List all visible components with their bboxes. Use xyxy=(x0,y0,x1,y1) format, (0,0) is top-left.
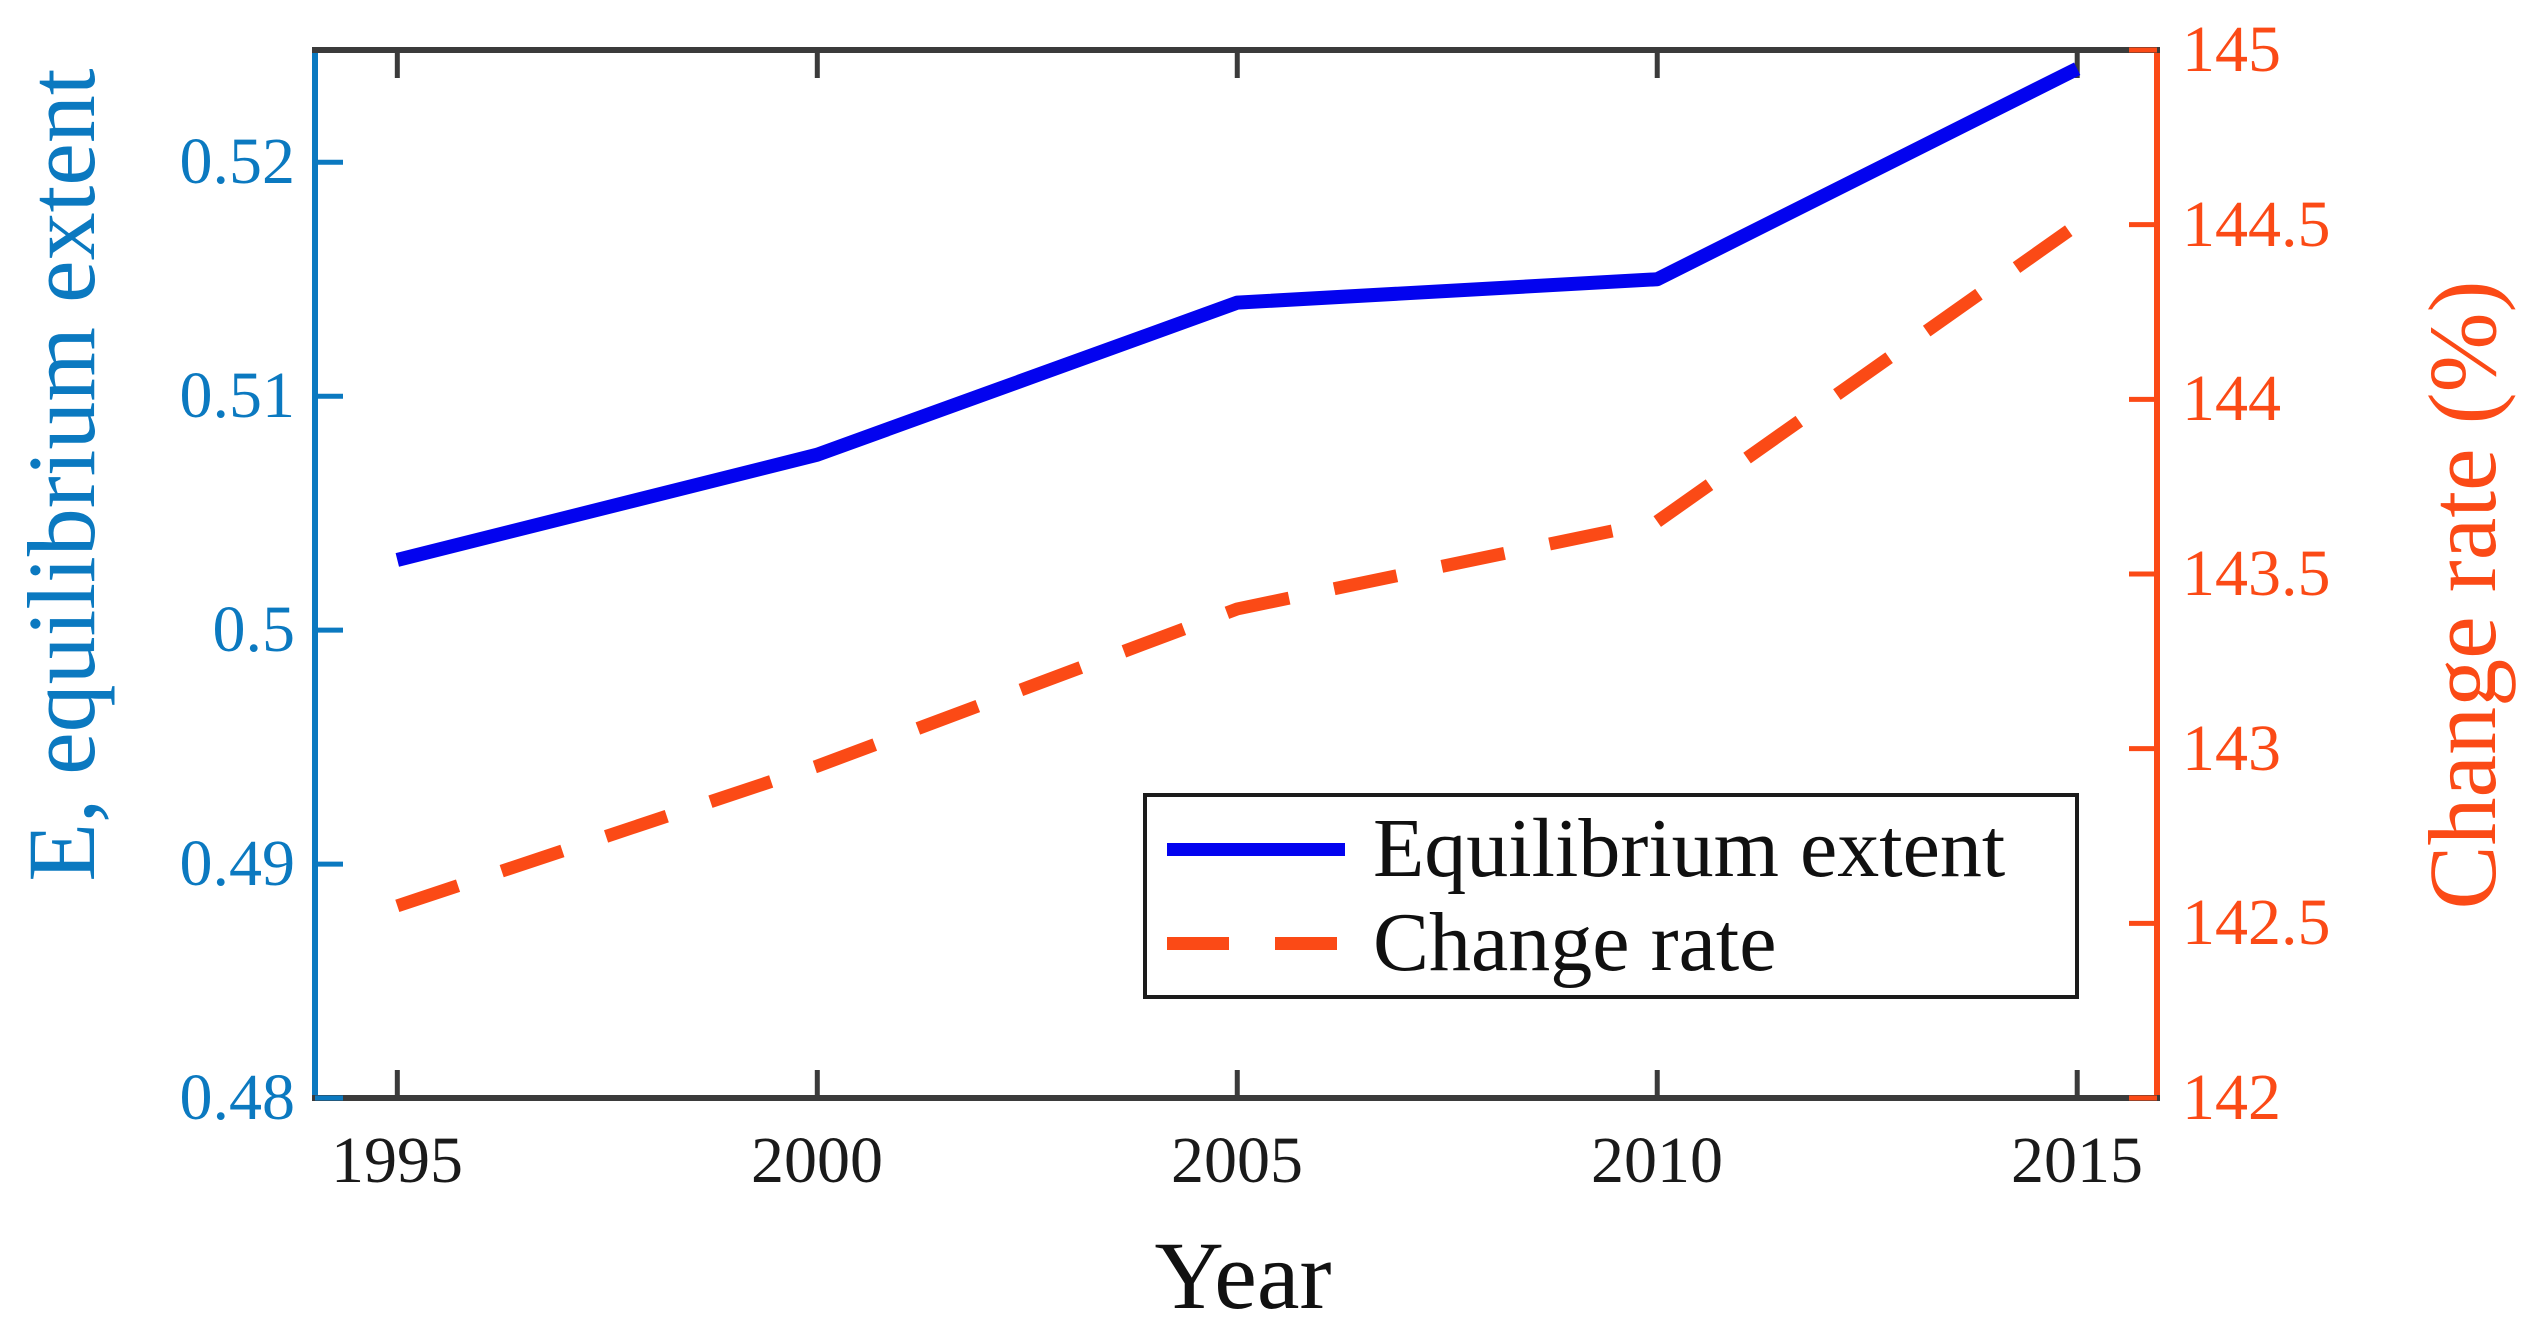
legend-item-equilibrium-extent: Equilibrium extent xyxy=(1167,807,2075,891)
y-right-tick-label: 144 xyxy=(2182,362,2281,435)
solid-line-swatch xyxy=(1167,842,1345,856)
dashed-line-swatch xyxy=(1275,936,1337,950)
x-tick-label: 2000 xyxy=(751,1124,883,1197)
x-tick-label: 2015 xyxy=(2011,1124,2143,1197)
legend-sample-solid-line xyxy=(1167,842,1345,856)
y-right-axis-label: Change rate (%) xyxy=(2409,280,2516,910)
legend-label: Equilibrium extent xyxy=(1373,802,2006,895)
y-right-tick-label: 143 xyxy=(2182,712,2281,785)
y-right-tick-label: 144.5 xyxy=(2182,188,2331,261)
x-tick-label: 1995 xyxy=(331,1124,463,1197)
y-left-tick-label: 0.51 xyxy=(179,359,296,432)
y-right-tick-label: 143.5 xyxy=(2182,537,2331,610)
legend-item-change-rate: Change rate xyxy=(1167,901,2075,985)
y-right-tick-label: 145 xyxy=(2182,13,2281,86)
legend-sample-dashed-line xyxy=(1167,936,1345,950)
y-right-tick-label: 142.5 xyxy=(2182,886,2331,959)
dashed-line-swatch xyxy=(1167,936,1229,950)
series-line-change-rate xyxy=(395,219,2081,913)
y-left-axis-label: E, equilibrium extent xyxy=(8,68,115,882)
y-left-tick-label: 0.5 xyxy=(212,593,296,666)
y-right-tick-label: 142 xyxy=(2182,1061,2281,1134)
x-tick-label: 2005 xyxy=(1171,1124,1303,1197)
series-line-equilibrium-extent xyxy=(395,62,2081,567)
legend-label: Change rate xyxy=(1373,896,1777,989)
x-tick-label: 2010 xyxy=(1591,1124,1723,1197)
x-axis-label: Year xyxy=(1154,1222,1332,1329)
legend: Equilibrium extent Change rate xyxy=(1143,793,2079,999)
y-left-tick-label: 0.49 xyxy=(179,827,296,900)
y-left-tick-label: 0.52 xyxy=(179,125,296,198)
y-left-tick-label: 0.48 xyxy=(179,1061,296,1134)
